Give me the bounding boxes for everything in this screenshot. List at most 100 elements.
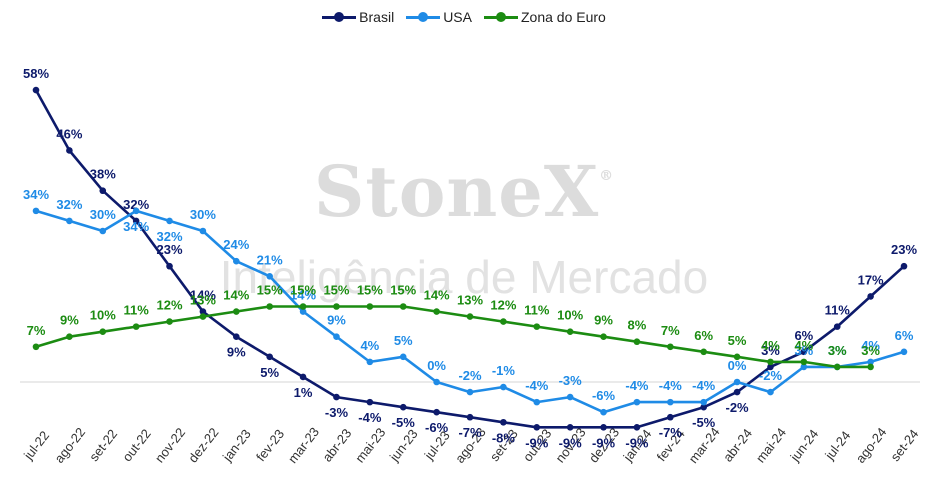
data-point	[900, 348, 908, 356]
data-label: 15%	[257, 283, 283, 298]
data-label: 6%	[895, 328, 914, 343]
data-label: 30%	[190, 207, 216, 222]
watermark-brand: StoneX®	[313, 150, 615, 233]
data-label: 7%	[27, 323, 46, 338]
data-point	[299, 373, 307, 381]
data-point	[266, 353, 273, 361]
data-point	[333, 303, 340, 310]
data-point	[166, 262, 173, 270]
data-point	[733, 353, 741, 361]
data-label: 9%	[327, 313, 346, 328]
data-point	[466, 388, 474, 396]
data-point	[600, 408, 607, 416]
data-point	[66, 217, 73, 225]
data-label: 10%	[557, 308, 583, 323]
data-point	[132, 207, 140, 215]
x-tick-label: mai-24	[753, 425, 789, 466]
data-point	[333, 333, 340, 341]
watermark-subtitle: Inteligência de Mercado	[219, 251, 709, 303]
data-point	[733, 378, 741, 386]
data-label: 4%	[794, 338, 813, 353]
x-tick-label: set-24	[887, 426, 921, 464]
data-point	[199, 313, 207, 320]
data-label: 30%	[90, 207, 116, 222]
data-point	[366, 303, 374, 310]
data-point	[533, 424, 541, 431]
data-label: 14%	[223, 288, 249, 303]
legend-swatch	[483, 12, 518, 23]
data-label: 23%	[157, 242, 183, 257]
data-point	[366, 358, 374, 366]
x-tick-label: dez-22	[185, 425, 221, 466]
data-point	[800, 358, 808, 366]
data-label: 5%	[728, 333, 747, 348]
data-label: 32%	[157, 229, 183, 244]
legend-item: Brasil	[322, 8, 394, 25]
data-label: 3%	[828, 343, 847, 358]
data-label: 21%	[257, 252, 283, 267]
data-label: -9%	[559, 435, 583, 450]
data-label: 14%	[290, 288, 316, 303]
x-tick-label: abr-23	[319, 426, 354, 465]
data-point	[233, 257, 240, 265]
legend-label: Brasil	[359, 9, 395, 26]
data-label: -6%	[425, 420, 449, 435]
data-label: -3%	[559, 373, 583, 388]
data-label: -9%	[625, 435, 649, 450]
data-point	[99, 227, 107, 235]
data-point	[533, 398, 541, 406]
data-point	[99, 187, 107, 195]
data-point	[399, 403, 407, 411]
data-point	[299, 308, 307, 315]
data-point	[433, 408, 440, 416]
data-label: 8%	[628, 318, 647, 333]
data-point	[633, 424, 641, 431]
legend-swatch	[322, 12, 357, 23]
legend-item: USA	[406, 8, 472, 25]
data-label: 58%	[23, 66, 49, 81]
data-label: 17%	[858, 272, 884, 287]
data-label: 4%	[360, 338, 379, 353]
data-point	[600, 424, 607, 431]
data-point	[132, 323, 140, 330]
data-label: 0%	[728, 358, 747, 373]
data-label: 46%	[56, 126, 82, 141]
data-label: 11%	[524, 303, 550, 318]
data-point	[566, 393, 574, 401]
data-point	[500, 318, 507, 325]
data-point	[800, 363, 808, 371]
data-label: 15%	[357, 283, 383, 298]
legend-item: Zona do Euro	[483, 8, 606, 26]
data-label: 9%	[594, 313, 613, 328]
x-tick-label: nov-22	[152, 425, 188, 466]
data-label: -3%	[325, 405, 349, 420]
data-point	[500, 418, 507, 426]
x-tick-label: fev-23	[253, 426, 287, 464]
data-label: 13%	[190, 293, 216, 308]
data-label: -7%	[659, 425, 683, 440]
x-tick-label: jul-24	[821, 428, 853, 463]
data-label: 34%	[23, 187, 49, 202]
x-tick-label: ago-24	[853, 425, 890, 466]
data-label: -8%	[492, 430, 516, 445]
x-tick-label: mar-23	[285, 424, 322, 466]
data-label: -2%	[458, 368, 482, 383]
data-label: 9%	[227, 345, 246, 360]
data-label: 6%	[694, 328, 713, 343]
legend-swatch	[406, 12, 441, 23]
data-point	[633, 338, 641, 346]
data-point	[32, 207, 40, 215]
x-tick-label: jun-24	[787, 426, 822, 465]
data-point	[566, 328, 574, 335]
data-point	[433, 308, 440, 315]
data-point	[466, 313, 474, 320]
data-point	[800, 348, 808, 356]
data-label: -4%	[625, 378, 649, 393]
legend-label: Zona do Euro	[520, 9, 606, 26]
x-tick-label: set-22	[86, 426, 120, 464]
data-label: 4%	[861, 338, 880, 353]
data-point	[667, 398, 674, 406]
data-point	[399, 303, 407, 310]
x-tick-label: jan-23	[219, 426, 254, 465]
